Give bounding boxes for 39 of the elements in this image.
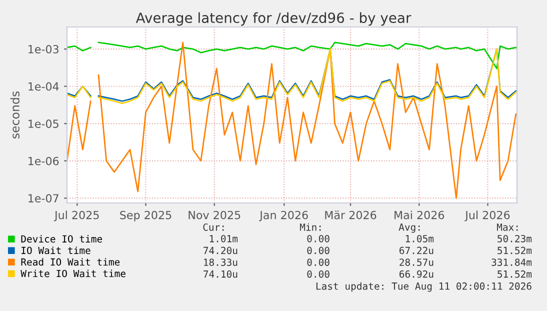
x-tick-label: Jul 2025 [54,210,99,222]
x-tick-label: Mär 2026 [325,210,376,220]
legend-label: Device IO time [21,235,102,243]
text: 66.92u [400,270,434,278]
x-tick-label: Nov 2025 [188,210,240,220]
text: 0.00 [307,258,330,266]
text: 0.00 [307,234,330,242]
text: Max: [496,224,518,231]
y-tick-label: 1e-07 [28,194,58,203]
y-tick-label: 1e-03 [28,45,58,54]
x-tick-label: Jul 2026 [464,210,510,222]
text: 331.84m [492,258,532,266]
text: 0.00 [307,270,330,278]
text: 0.00 [307,246,330,254]
text: Cur: [203,223,224,231]
x-tick-label: Mai 2026 [394,210,444,220]
text: 51.52m [498,270,532,278]
text: 1.05m [406,234,434,242]
text: Avg: [398,224,420,233]
y-tick-label: 1e-04 [28,82,59,91]
legend-label: IO Wait time [22,246,90,254]
y-tick-label: 1e-06 [28,156,59,166]
y-axis-title: seconds [10,91,20,138]
text: 74.10u [204,270,238,278]
x-tick-label: Jan 2026 [259,210,308,222]
text: 28.57u [400,258,434,266]
legend-label: Write IO Wait time [20,270,126,278]
text: 67.22u [400,246,434,254]
text: 74.20u [204,246,238,254]
chart-title: Average latency for /dev/zd96 - by year [136,12,412,26]
text: 51.52m [498,246,532,254]
y-tick-label: 1e-05 [28,120,58,128]
text: 1.01m [210,234,238,242]
text: Last update: Tue Aug 11 02:00:11 2026 [316,282,532,292]
x-tick-label: Sep 2025 [120,210,172,222]
text: Min: [300,223,321,231]
text: 18.33u [204,258,238,266]
legend-label: Read IO Wait time [21,258,120,266]
text: 50.23m [498,234,532,242]
